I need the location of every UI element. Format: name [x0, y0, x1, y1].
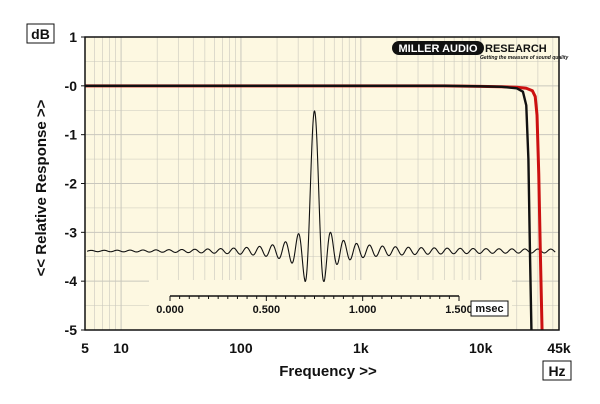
inset-unit-box: [470, 300, 509, 317]
y-tick-label: -0: [65, 78, 78, 94]
impulse-response-trace: [86, 110, 556, 283]
y-tick-label: -1: [65, 127, 78, 143]
logo-text-left: MILLER AUDIO: [398, 43, 477, 55]
x-unit-box: [542, 360, 572, 381]
response-trace-black: [85, 84, 533, 331]
x-tick-label: 10k: [469, 340, 493, 356]
x-axis-title: Frequency >>: [279, 363, 377, 380]
y-unit-label: dB: [31, 26, 50, 42]
y-axis-title: << Relative Response >>: [33, 99, 50, 276]
y-tick-label: -2: [65, 176, 78, 192]
logo-tagline: Getting the measure of sound quality: [480, 55, 569, 61]
x-tick-label: 5: [81, 340, 89, 356]
inset-background: [149, 280, 512, 330]
series-layer: [85, 84, 544, 331]
inset-unit-label: msec: [475, 303, 503, 315]
inset-tick-label: 1.000: [349, 304, 377, 316]
y-tick-label: -4: [65, 273, 78, 289]
y-tick-label: -3: [65, 224, 78, 240]
inset-tick-label: 0.500: [253, 304, 281, 316]
impulse-trace-layer: [86, 110, 556, 283]
inset-tick-label: 0.000: [156, 304, 184, 316]
logo-text-right: RESEARCH: [485, 43, 547, 55]
y-tick-label: -5: [65, 322, 78, 338]
x-unit-label: Hz: [548, 363, 565, 379]
x-tick-label: 10: [113, 340, 129, 356]
impulse-inset: 0.000 0.500 1.000 1.500 msec: [149, 280, 512, 330]
x-tick-label: 100: [229, 340, 253, 356]
miller-audio-research-logo: MILLER AUDIO RESEARCH Getting the measur…: [392, 41, 569, 61]
x-tick-label: 1k: [353, 340, 369, 356]
y-tick-label: 1: [69, 29, 77, 45]
y-unit-box: [26, 23, 55, 44]
inset-tick-label: 1.500: [445, 304, 473, 316]
x-tick-label: 45k: [547, 340, 571, 356]
x-tick-labels: 5 10 100 1k 10k 45k: [81, 340, 571, 356]
y-tick-labels: 1 -0 -1 -2 -3 -4 -5: [65, 29, 85, 338]
